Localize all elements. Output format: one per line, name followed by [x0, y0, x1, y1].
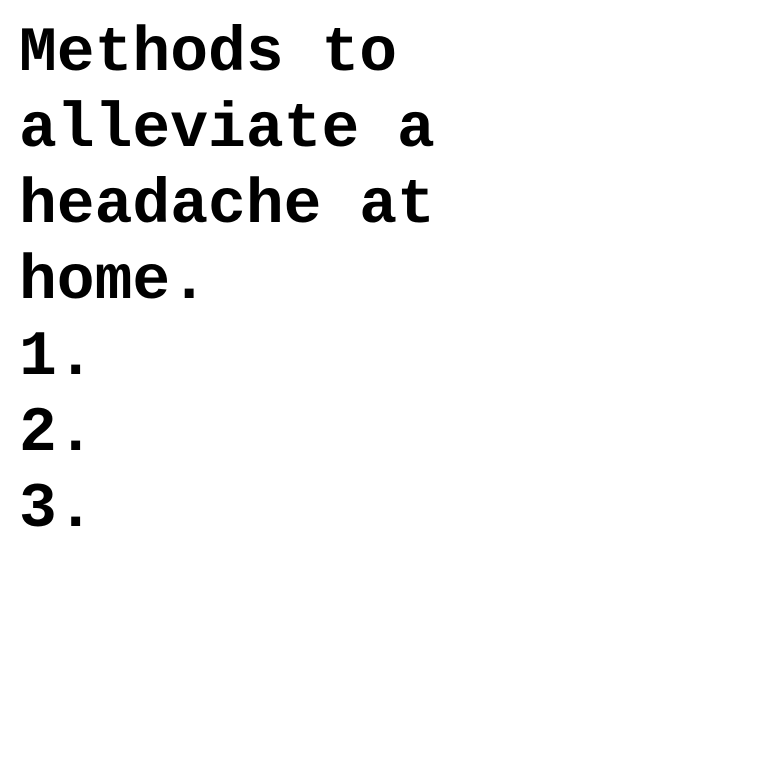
title-line-1: Methods to [19, 18, 398, 89]
document: Methods to alleviate a headache at home.… [19, 16, 749, 548]
list-item: 3. [19, 474, 95, 545]
numbered-list: 1. 2. 3. [19, 320, 749, 548]
title-line-2: alleviate a [19, 94, 435, 165]
title-line-3: headache at [19, 170, 435, 241]
title-line-4: home. [19, 246, 209, 317]
list-item: 2. [19, 398, 95, 469]
list-item: 1. [19, 322, 95, 393]
title: Methods to alleviate a headache at home. [19, 16, 749, 320]
